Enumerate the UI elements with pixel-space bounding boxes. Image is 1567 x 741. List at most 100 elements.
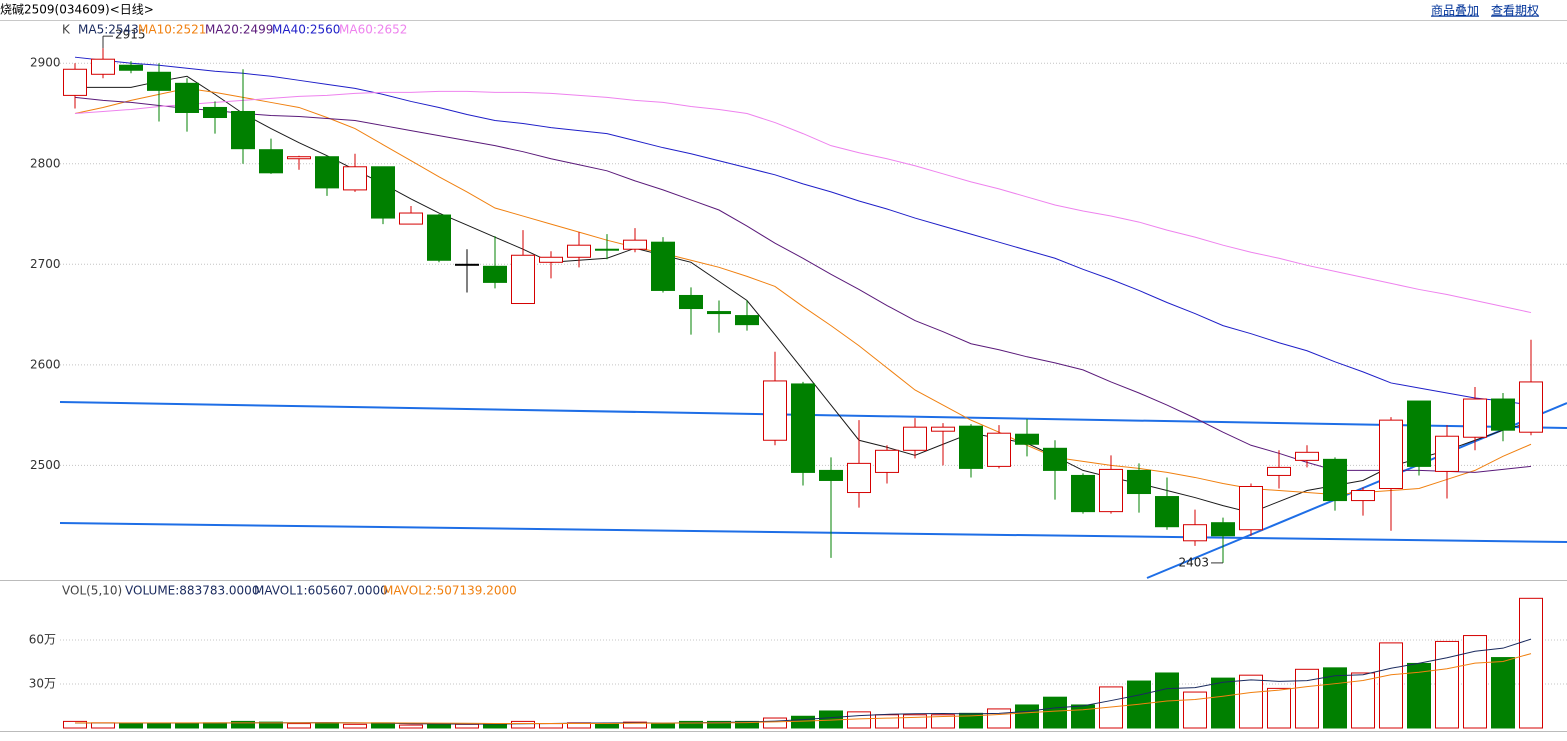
- candle-body: [1155, 496, 1179, 528]
- legend-volume: VOLUME:883783.0000: [125, 584, 259, 598]
- candle-body: [763, 380, 787, 441]
- volume-bar: [651, 723, 675, 729]
- candle-body: [287, 156, 311, 160]
- volume-bar: [959, 712, 983, 729]
- candle-body: [343, 166, 367, 191]
- candle-body: [455, 263, 479, 266]
- candle-body: [1267, 466, 1291, 476]
- volume-bar: [623, 721, 647, 729]
- header-link[interactable]: 商品叠加: [1431, 3, 1479, 18]
- y-tick-label: 2500: [30, 458, 61, 472]
- volume-bar: [1211, 677, 1235, 729]
- candle-body: [1295, 451, 1319, 461]
- volume-bar: [1351, 672, 1375, 729]
- ma-line: [75, 653, 1532, 724]
- legend-entry: MA40:2560: [272, 23, 340, 37]
- candle-body: [1351, 490, 1375, 502]
- volume-bar: [175, 723, 199, 729]
- volume-bar: [203, 722, 227, 729]
- ma-line: [74, 90, 1532, 314]
- volume-bar: [343, 723, 367, 729]
- candle-body: [847, 462, 871, 494]
- candle-body: [735, 315, 759, 326]
- legend-prefix: VOL(5,10): [62, 584, 122, 598]
- candle-body: [1043, 447, 1067, 471]
- volume-bar: [1267, 687, 1291, 729]
- candle-body: [1519, 381, 1543, 433]
- volume-bar: [763, 717, 787, 729]
- candle-body: [1323, 458, 1347, 502]
- volume-bar: [147, 723, 171, 729]
- candle-body: [1491, 398, 1515, 431]
- volume-bar: [1183, 691, 1207, 729]
- candle-body: [651, 241, 675, 291]
- volume-bar: [399, 724, 423, 729]
- volume-bar: [987, 708, 1011, 729]
- candle-body: [231, 110, 255, 150]
- candle-body: [315, 156, 339, 189]
- volume-bar: [931, 714, 955, 729]
- volume-bar: [1519, 597, 1543, 729]
- volume-bar: [903, 714, 927, 729]
- candle-body: [875, 449, 899, 473]
- volume-bar: [287, 723, 311, 729]
- volume-bar: [735, 720, 759, 729]
- volume-bar: [707, 720, 731, 729]
- candle-body: [1015, 433, 1039, 445]
- candle-body: [63, 68, 87, 96]
- legend-entry: MA20:2499: [205, 23, 273, 37]
- y-tick-label: 60万: [29, 632, 56, 646]
- candle-body: [707, 311, 731, 315]
- header-link[interactable]: 查看期权: [1491, 4, 1539, 18]
- ma-line: [74, 96, 1532, 473]
- legend-prefix: K: [62, 23, 71, 37]
- ma-line: [74, 56, 1532, 406]
- candle-body: [483, 265, 507, 283]
- y-tick-label: 30万: [29, 676, 56, 690]
- candle-body: [1407, 400, 1431, 467]
- annotation: 2403: [1178, 555, 1209, 569]
- volume-bar: [847, 711, 871, 729]
- volume-bar: [1435, 640, 1459, 729]
- volume-bar: [63, 720, 87, 729]
- volume-bar: [1379, 642, 1403, 729]
- y-tick-label: 2800: [30, 156, 61, 170]
- volume-bar: [455, 723, 479, 729]
- candle-body: [679, 294, 703, 310]
- volume-bar: [231, 720, 255, 729]
- header-title: 烧碱2509(034609)<日线>: [0, 3, 154, 17]
- volume-bar: [539, 723, 563, 729]
- candle-body: [791, 383, 815, 473]
- annotation: 2915: [115, 28, 146, 42]
- candle-body: [1379, 419, 1403, 490]
- candle-body: [1071, 474, 1095, 513]
- candle-body: [987, 432, 1011, 467]
- candle-body: [1211, 522, 1235, 537]
- candle-body: [567, 244, 591, 258]
- y-tick-label: 2600: [30, 357, 61, 371]
- volume-bar: [1463, 635, 1487, 729]
- candle-body: [427, 214, 451, 261]
- volume-bar: [91, 722, 115, 729]
- candle-body: [1183, 524, 1207, 542]
- volume-bar: [679, 720, 703, 729]
- candle-body: [623, 239, 647, 250]
- candle-body: [539, 256, 563, 263]
- ma-line: [74, 87, 1532, 496]
- legend-entry: MAVOL1:605607.0000: [254, 584, 388, 598]
- candle-body: [511, 254, 535, 305]
- volume-bar: [1491, 657, 1515, 729]
- legend-entry: MA60:2652: [339, 23, 407, 37]
- volume-bar: [875, 714, 899, 729]
- candle-body: [147, 71, 171, 91]
- candle-body: [959, 425, 983, 469]
- volume-bar: [1071, 704, 1095, 729]
- candle-body: [91, 58, 115, 75]
- legend-entry: MA5:2543: [78, 23, 139, 37]
- volume-bar: [259, 721, 283, 729]
- volume-bar: [1239, 674, 1263, 729]
- candle-body: [931, 426, 955, 432]
- candle-body: [1239, 485, 1263, 531]
